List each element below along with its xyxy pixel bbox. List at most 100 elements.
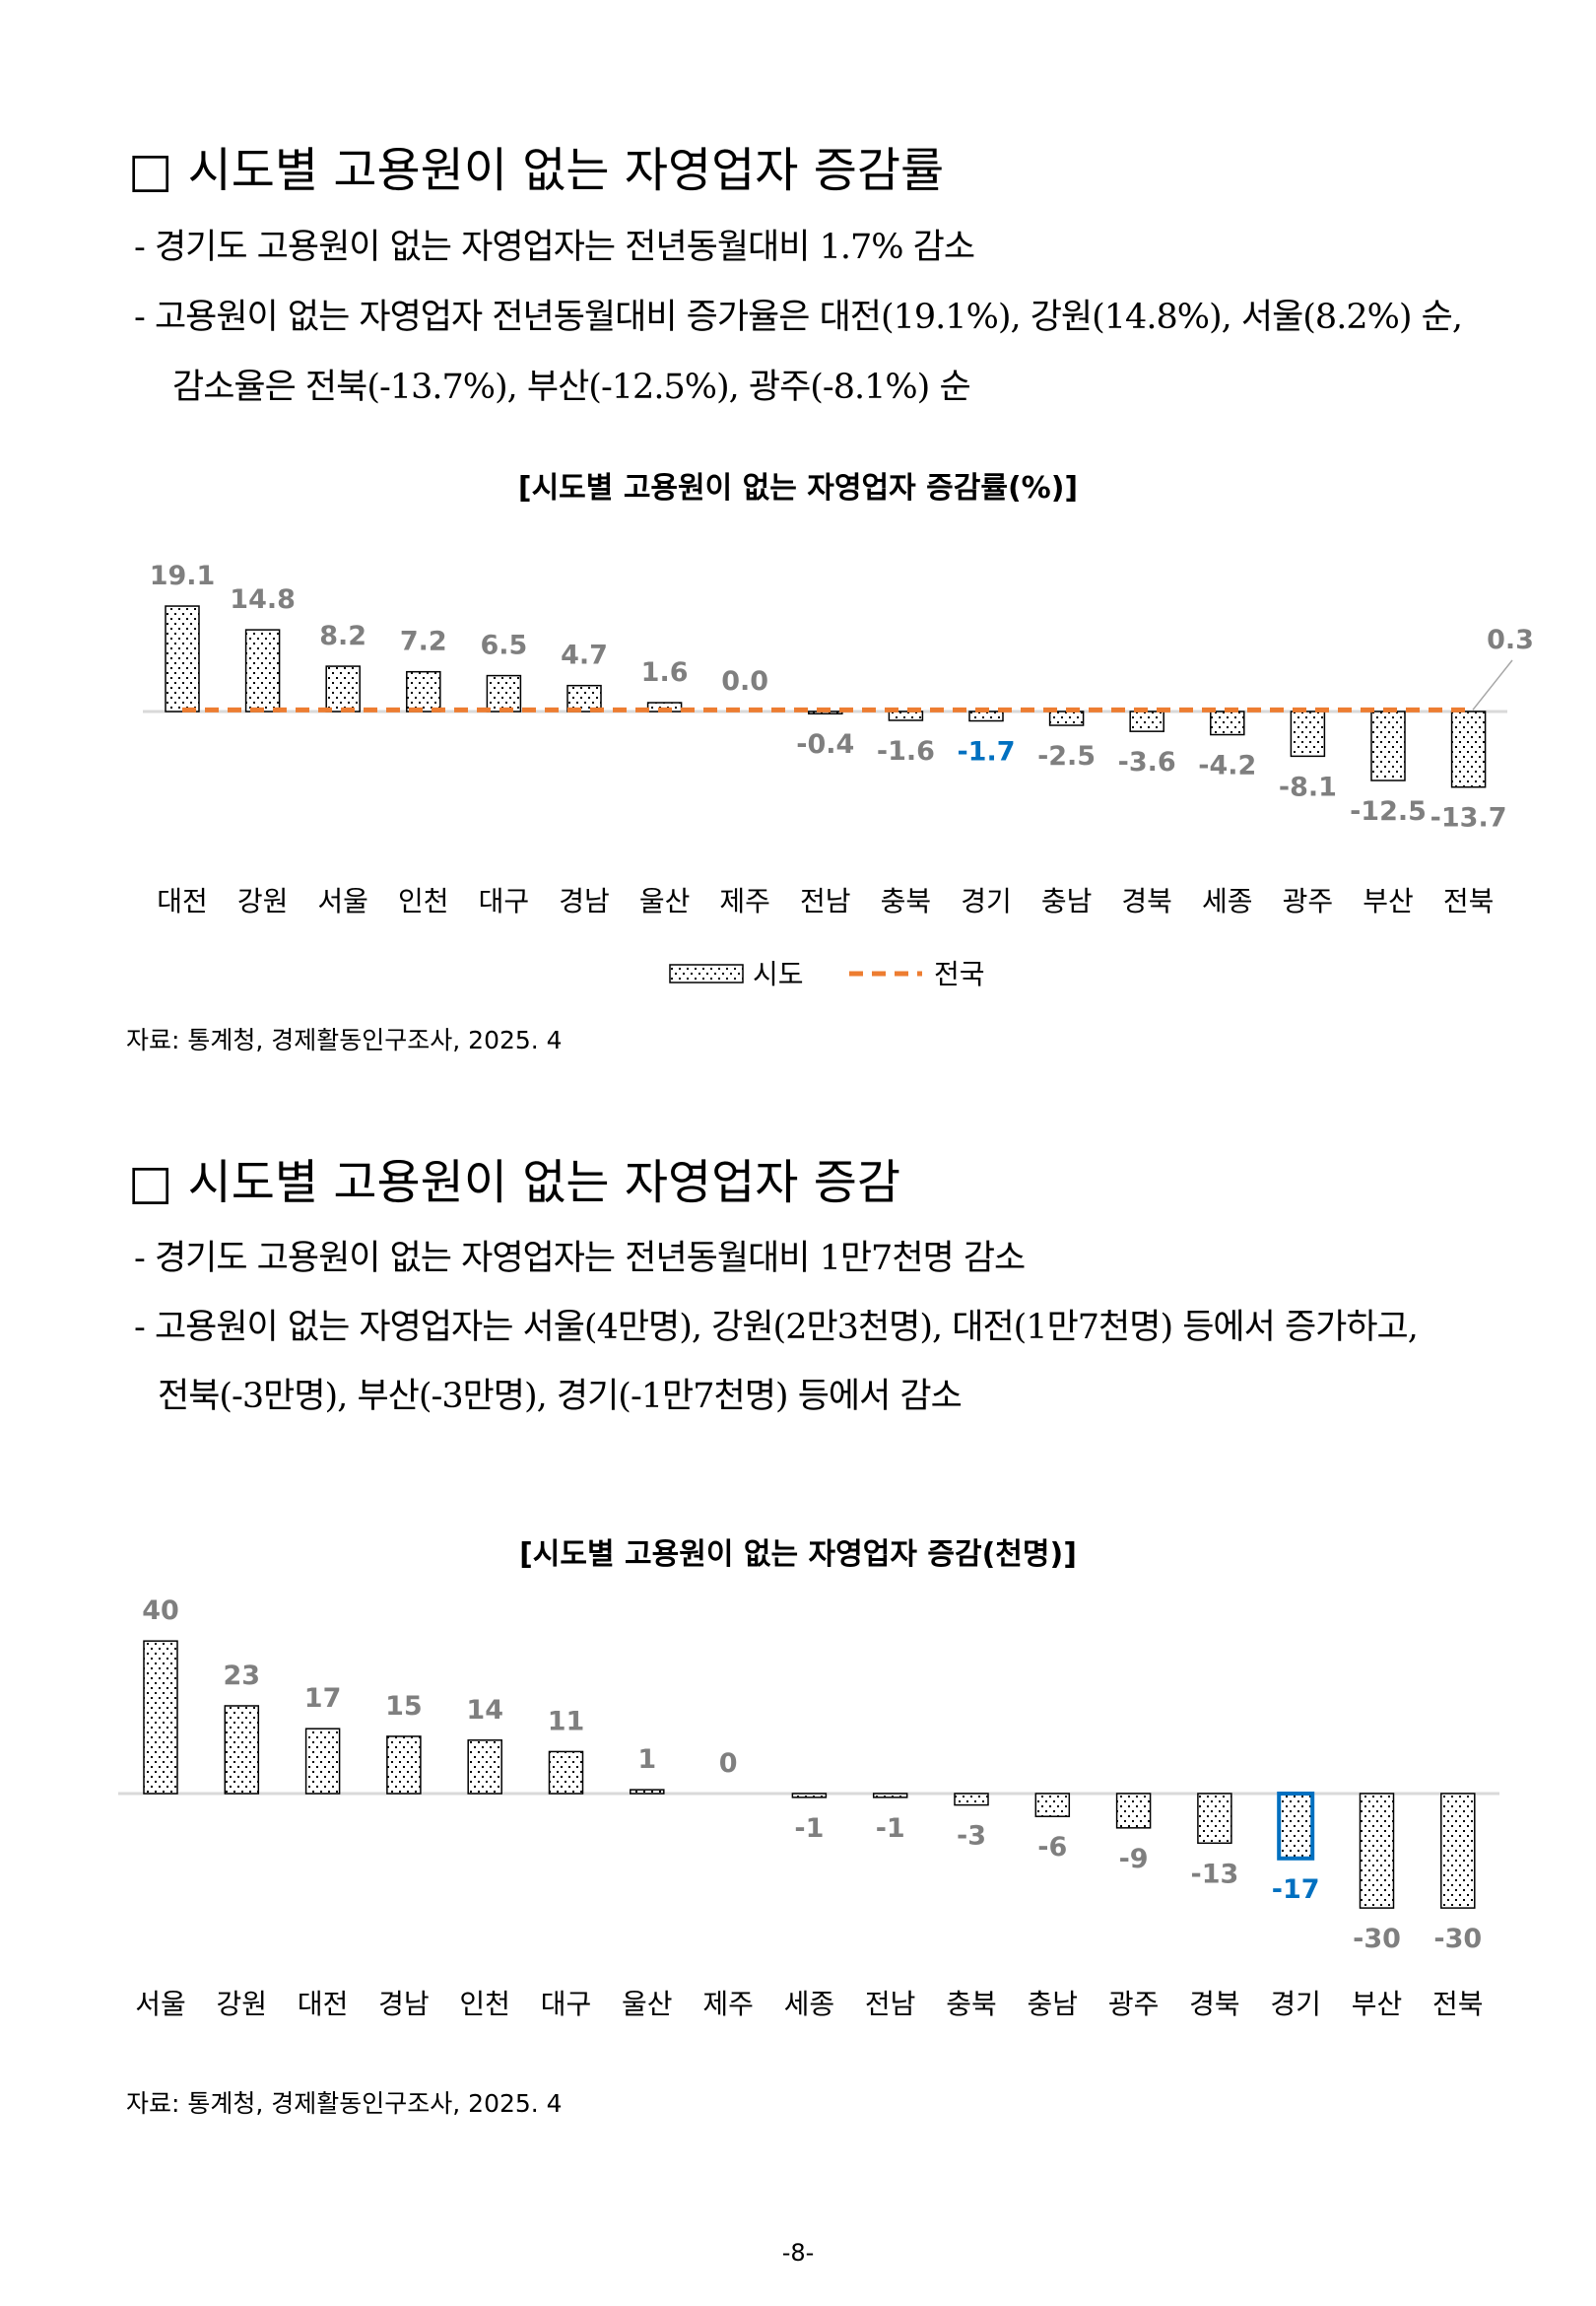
category-label: 강원 [217,1988,268,2020]
data-label: -0.4 [796,729,854,760]
category-label: 충북 [946,1988,997,2020]
bar-강원 [224,1705,260,1795]
category-label: 대구 [541,1988,592,2020]
data-label: -30 [1353,1924,1401,1954]
bar-서울 [325,665,361,712]
bar-충남 [1048,711,1085,726]
bar-전북 [1440,1793,1476,1909]
category-label: 제주 [702,1988,754,2020]
category-label: 광주 [1283,885,1334,917]
national-label: 0.3 [1487,625,1534,655]
category-label: 대전 [157,885,208,917]
bar-대구 [486,674,522,712]
category-label: 세종 [784,1988,835,2020]
data-label: 0 [719,1748,738,1779]
category-label: 전북 [1432,1988,1484,2020]
bar-부산 [1370,711,1406,781]
bar-충북 [888,711,924,721]
legend-line-label: 전국 [934,958,985,990]
legend-bar-label: 시도 [753,958,804,990]
data-label: 4.7 [561,641,608,671]
category-label: 경기 [961,885,1012,917]
section1-bullet-2: - 고용원이 없는 자영업자 전년동월대비 증가율은 대전(19.1%), 강원… [134,298,1463,337]
category-label: 전남 [800,885,851,917]
bar-경북 [1197,1793,1232,1845]
data-label: -1 [794,1813,824,1844]
section2-source: 자료: 통계청, 경제활동인구조사, 2025. 4 [126,2089,563,2118]
data-label: -13.7 [1430,803,1507,834]
bar-세종 [791,1793,828,1798]
category-label: 경남 [559,885,610,917]
category-label: 충남 [1028,1988,1079,2020]
data-label: -3.6 [1118,747,1176,778]
bar-대구 [548,1750,584,1795]
section1-source: 자료: 통계청, 경제활동인구조사, 2025. 4 [126,1026,563,1054]
category-label: 인천 [459,1988,510,2020]
category-label: 제주 [719,885,770,917]
category-label: 충남 [1041,885,1093,917]
bar-서울 [143,1640,178,1795]
data-label: 23 [224,1661,261,1691]
data-label: 7.2 [400,627,447,657]
data-label: -3 [957,1821,986,1852]
bar-세종 [1210,711,1245,736]
chart1-title: [시도별 고용원이 없는 자영업자 증감률(%)] [517,471,1079,506]
category-label: 서울 [317,885,368,917]
category-label: 경북 [1189,1988,1240,2020]
category-label: 대구 [479,885,530,917]
category-label: 인천 [398,885,449,917]
category-label: 강원 [237,885,289,917]
bar-경기 [1277,1792,1315,1861]
bar-강원 [244,629,281,712]
category-label: 전남 [865,1988,916,2020]
chart1: 19.1 대전 14.8 강원 8.2 서울 7.2 인천 6.5 대구 4.7 경남 1.6 울산 0.0… [143,561,1534,990]
bar-전남 [872,1793,908,1798]
data-label: -8.1 [1279,772,1337,802]
data-label: -1.7 [957,737,1015,768]
category-label: 대전 [298,1988,349,2020]
data-label: 15 [385,1691,423,1722]
bar-경북 [1129,711,1164,732]
bar-충북 [954,1793,989,1806]
legend-bar-swatch [669,964,744,983]
data-label: 14 [466,1695,503,1726]
bar-광주 [1290,711,1326,758]
data-label: -1.6 [877,736,935,767]
data-label: -9 [1119,1844,1149,1874]
category-label: 서울 [135,1988,186,2020]
bar-대전 [304,1728,341,1795]
data-label: -13 [1191,1859,1239,1889]
chart2: 40 서울 23 강원 17 대전 15 경남 14 인천 11 대구 1 울산 0 제주 -1 세종 -1 전남 -3… [118,1595,1499,2020]
data-label: -2.5 [1037,741,1096,772]
data-label: 1.6 [641,657,689,688]
category-label: 경기 [1270,1988,1321,2020]
bar-경남 [386,1735,422,1795]
bar-경남 [566,684,602,712]
bar-인천 [406,670,441,712]
bar-인천 [467,1739,502,1795]
bar-전북 [1450,711,1487,788]
chart2-title: [시도별 고용원이 없는 자영업자 증감(천명)] [519,1537,1077,1572]
category-label: 전북 [1443,885,1495,917]
data-label: 19.1 [150,561,216,591]
page-number: -8- [781,2239,815,2267]
category-label: 울산 [639,885,691,917]
bar-충남 [1034,1793,1071,1817]
data-label: 17 [304,1683,342,1714]
data-label: 14.8 [230,584,296,615]
category-label: 세종 [1202,885,1253,917]
category-label: 울산 [622,1988,673,2020]
national-leader-line [1472,659,1513,711]
data-label: -4.2 [1198,751,1256,781]
data-label: 0.0 [721,666,768,697]
data-label: -30 [1433,1924,1482,1954]
category-label: 부산 [1363,885,1414,917]
section2-heading: □ 시도별 고용원이 없는 자영업자 증감 [128,1155,901,1210]
data-label: -1 [876,1813,905,1844]
data-label: 40 [142,1595,179,1626]
data-label: 6.5 [480,631,527,661]
bar-경기 [968,711,1004,722]
section2-bullet-1: - 경기도 고용원이 없는 자영업자는 전년동월대비 1만7천명 감소 [134,1239,1026,1278]
data-label: -6 [1037,1832,1067,1863]
